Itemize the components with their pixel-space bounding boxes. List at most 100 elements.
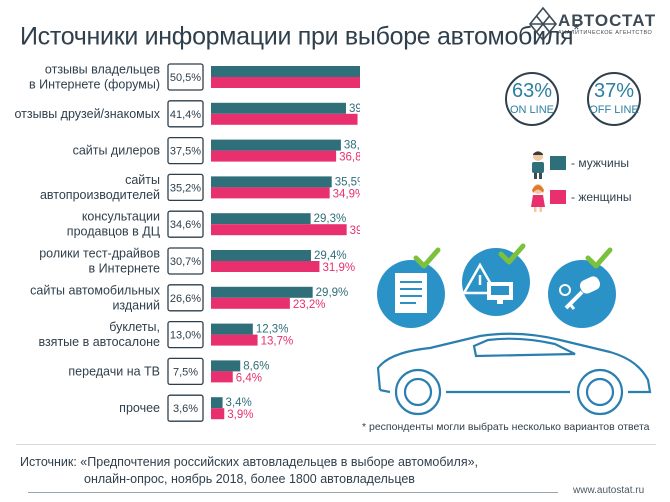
car-key-icon	[548, 260, 616, 328]
men-value-label: 29,4%	[314, 250, 347, 262]
women-bar	[211, 113, 358, 125]
men-bar	[211, 213, 311, 225]
source-line-1: Источник: «Предпочтения российских автов…	[20, 455, 479, 469]
offline-value: 37%	[593, 80, 635, 102]
footer-line	[28, 492, 558, 493]
total-box	[167, 320, 204, 349]
men-value-label: 12,3%	[256, 324, 289, 336]
total-label: 37,5%	[170, 146, 201, 158]
women-bar	[211, 371, 233, 383]
category-label: отзывы владельцев в Интернете (форумы)	[29, 63, 160, 92]
legend-men-swatch	[550, 156, 566, 170]
total-label: 26,6%	[170, 293, 201, 305]
category-label: отзывы друзей/знакомых	[14, 107, 160, 121]
source-line-2: онлайн-опрос, ноябрь 2018, более 1800 ав…	[84, 472, 415, 486]
men-bar	[211, 323, 253, 335]
category-label: сайты автопроизводителей	[40, 173, 160, 202]
total-label: 41,4%	[170, 109, 201, 121]
women-value-label: 39,9%	[350, 225, 360, 237]
men-bar	[211, 360, 241, 372]
legend-women-label: - женщины	[571, 190, 632, 204]
site-url: www.autostat.ru	[573, 485, 645, 496]
brand-tagline: АНАЛИТИЧЕСКОЕ АГЕНТСТВО	[558, 30, 653, 36]
category-label: прочее	[119, 401, 160, 415]
total-box	[167, 394, 204, 422]
category-label: сайты автомобильных изданий	[30, 283, 161, 312]
category-label: консультации продавцов в ДЦ	[67, 210, 161, 239]
total-label: 7,5%	[173, 366, 198, 378]
brand-name: АВТОСТАТ	[558, 11, 657, 30]
total-label: 30,7%	[170, 256, 201, 268]
total-box	[167, 100, 204, 128]
men-value-label: 39,7%	[349, 103, 360, 115]
men-value-label: 35,5%	[335, 176, 360, 188]
women-value-label: 34,9%	[333, 188, 360, 200]
offline-label: OFF LINE	[589, 104, 639, 116]
total-label: 3,6%	[173, 403, 198, 415]
women-bar	[211, 187, 330, 199]
car-icon	[376, 332, 652, 416]
women-value-label: 31,9%	[322, 262, 355, 274]
source-text: Источник: «Предпочтения российских автов…	[20, 454, 478, 488]
total-box	[167, 173, 204, 202]
women-bar	[211, 224, 347, 236]
logo-mark-icon	[528, 6, 558, 42]
footnote: * респонденты могли выбрать несколько ва…	[362, 421, 650, 433]
men-value-label: 29,3%	[314, 213, 347, 225]
women-value-label: 13,7%	[261, 336, 294, 348]
women-bar	[211, 77, 360, 88]
category-label: ролики тест-драйвов в Интернете	[39, 247, 160, 276]
women-bar	[211, 297, 290, 309]
women-value-label: 23,2%	[293, 299, 326, 311]
category-label: сайты дилеров	[73, 144, 161, 158]
total-label: 13,0%	[170, 330, 201, 342]
men-bar	[211, 102, 346, 114]
total-label: 50,5%	[170, 72, 201, 84]
total-box	[167, 247, 204, 275]
men-bar	[211, 250, 311, 261]
category-label: буклеты, взятые в автосалоне	[38, 320, 160, 349]
women-bar	[211, 150, 337, 162]
offline-circle: 37% OFF LINE	[587, 72, 641, 126]
document-icon	[377, 260, 445, 328]
bar-chart: отзывы владельцев в Интернете (форумы) 50,…	[14, 63, 360, 422]
online-value: 63%	[511, 80, 553, 102]
total-box	[167, 357, 204, 386]
men-bar	[211, 139, 341, 151]
autostat-logo	[528, 6, 558, 42]
check-icon	[585, 247, 613, 269]
women-bar	[211, 408, 225, 420]
category-label: передачи на ТВ	[68, 364, 160, 378]
men-value-label: 38,2%	[344, 140, 360, 152]
women-bar	[211, 261, 320, 272]
total-label: 35,2%	[170, 182, 201, 194]
legend-men-label: - мужчины	[571, 156, 629, 170]
women-bar	[211, 334, 258, 346]
warning-monitor-icon	[461, 248, 530, 316]
divider	[16, 444, 656, 445]
total-box	[167, 284, 204, 312]
women-value-label: 36,8%	[339, 152, 360, 164]
total-box	[167, 210, 204, 238]
men-bar	[211, 176, 332, 188]
illustration	[376, 243, 652, 416]
online-circle: 63% ON LINE	[505, 72, 559, 126]
man-icon	[532, 151, 544, 179]
check-icon	[498, 243, 526, 265]
legend-women-swatch	[550, 190, 566, 204]
men-value-label: 29,9%	[316, 287, 349, 299]
total-box	[167, 136, 204, 165]
online-label: ON LINE	[509, 104, 554, 116]
women-value-label: 6,4%	[236, 372, 262, 384]
men-bar	[211, 286, 313, 298]
men-bar	[211, 66, 360, 77]
men-value-label: 3,4%	[226, 397, 252, 409]
men-value-label: 8,6%	[243, 360, 269, 372]
check-icon	[413, 247, 441, 269]
total-box	[167, 63, 204, 91]
chart-title: Источники информации при выборе автомоби…	[20, 22, 580, 51]
total-label: 34,6%	[170, 219, 201, 231]
women-value-label: 3,9%	[227, 409, 253, 421]
men-bar	[211, 397, 223, 409]
woman-icon	[531, 184, 545, 212]
